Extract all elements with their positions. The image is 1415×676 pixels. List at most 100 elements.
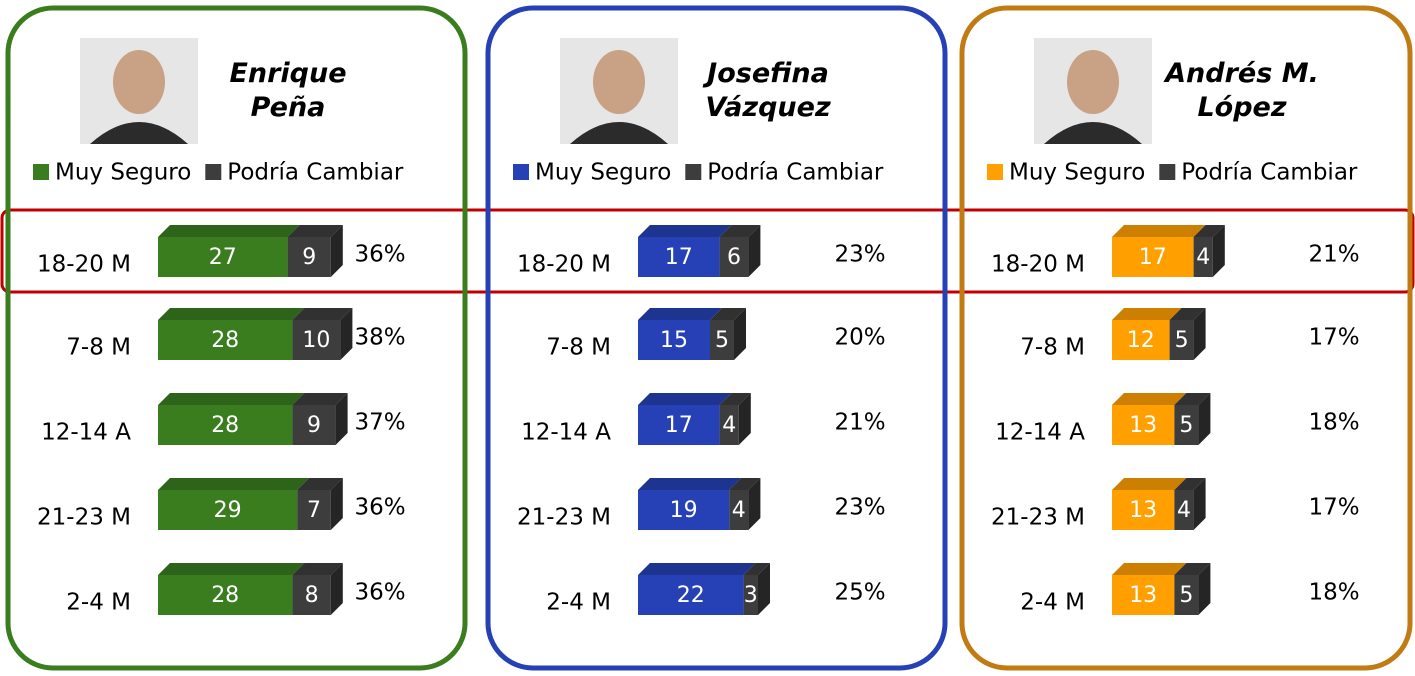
chart: EnriquePeña Muy Seguro Podría Cambiar 18-20…	[0, 0, 1415, 676]
data-label: 12	[1127, 328, 1155, 353]
candidate-name-line: Vázquez	[705, 92, 831, 123]
data-label: 7	[307, 498, 321, 523]
legend-swatch	[1159, 164, 1175, 180]
data-label: 10	[302, 328, 330, 353]
bar-top	[1112, 393, 1186, 405]
category-label: 7-8 M	[66, 335, 131, 361]
data-label: 5	[1179, 413, 1193, 438]
bar-top	[1112, 308, 1182, 320]
data-label: 17	[665, 413, 693, 438]
data-label: 22	[677, 583, 705, 608]
total-label: 38%	[354, 325, 405, 351]
total-label: 23%	[834, 495, 885, 521]
photo-head	[1067, 50, 1119, 114]
bar-top	[158, 393, 304, 405]
data-label: 6	[727, 245, 741, 270]
data-label: 17	[665, 245, 693, 270]
category-label: 2-4 M	[546, 590, 611, 616]
data-label: 4	[1177, 498, 1191, 523]
bar-top	[1112, 478, 1186, 490]
data-label: 28	[211, 413, 239, 438]
data-label: 13	[1129, 498, 1157, 523]
category-label: 21-23 M	[517, 505, 611, 531]
data-label: 5	[1179, 583, 1193, 608]
total-label: 18%	[1308, 410, 1359, 436]
data-label: 9	[307, 413, 321, 438]
category-label: 12-14 A	[995, 420, 1085, 446]
bar-top	[638, 563, 756, 575]
candidate-name-line: López	[1197, 92, 1286, 123]
data-label: 4	[722, 413, 736, 438]
bar-top	[158, 308, 304, 320]
data-label: 3	[744, 583, 758, 608]
total-label: 20%	[834, 325, 885, 351]
data-label: 29	[214, 498, 242, 523]
photo-head	[593, 50, 645, 114]
total-label: 21%	[1308, 242, 1359, 268]
candidate-name-line: Andrés M.	[1163, 58, 1319, 89]
total-label: 23%	[834, 242, 885, 268]
data-label: 27	[209, 245, 237, 270]
candidate-name-line: Enrique	[229, 58, 346, 89]
category-label: 18-20 M	[517, 252, 611, 278]
data-label: 9	[302, 245, 316, 270]
candidate-name-line: Peña	[251, 92, 326, 123]
photo-head	[113, 50, 165, 114]
bar-top	[158, 478, 309, 490]
data-label: 17	[1139, 245, 1167, 270]
legend-swatch	[987, 164, 1003, 180]
total-label: 36%	[354, 580, 405, 606]
legend-label: Podría Cambiar	[707, 160, 884, 186]
category-label: 21-23 M	[37, 505, 131, 531]
category-label: 7-8 M	[546, 335, 611, 361]
category-label: 2-4 M	[66, 590, 131, 616]
data-label: 13	[1129, 583, 1157, 608]
bar-top	[638, 478, 741, 490]
legend-swatch	[33, 164, 49, 180]
total-label: 36%	[354, 242, 405, 268]
total-label: 25%	[834, 580, 885, 606]
total-label: 21%	[834, 410, 885, 436]
data-label: 4	[732, 498, 746, 523]
total-label: 17%	[1308, 325, 1359, 351]
total-label: 37%	[354, 410, 405, 436]
bar-top	[1112, 563, 1186, 575]
data-label: 4	[1196, 245, 1210, 270]
data-label: 8	[305, 583, 319, 608]
legend-swatch	[205, 164, 221, 180]
candidate-name: Andrés M.López	[1163, 58, 1319, 123]
data-label: 15	[660, 328, 688, 353]
bar-top	[1112, 225, 1206, 237]
category-label: 2-4 M	[1020, 590, 1085, 616]
category-label: 12-14 A	[41, 420, 131, 446]
bar-top	[638, 393, 732, 405]
category-label: 18-20 M	[991, 252, 1085, 278]
data-label: 28	[211, 328, 239, 353]
category-label: 21-23 M	[991, 505, 1085, 531]
candidate-name: JosefinaVázquez	[702, 58, 831, 123]
category-label: 7-8 M	[1020, 335, 1085, 361]
candidate-name-line: Josefina	[702, 58, 829, 89]
data-label: 13	[1129, 413, 1157, 438]
legend-label: Podría Cambiar	[227, 160, 404, 186]
data-label: 5	[715, 328, 729, 353]
data-label: 19	[670, 498, 698, 523]
legend-label: Podría Cambiar	[1181, 160, 1358, 186]
category-label: 12-14 A	[521, 420, 611, 446]
bar-top	[638, 308, 722, 320]
legend-label: Muy Seguro	[55, 160, 191, 186]
legend-label: Muy Seguro	[535, 160, 671, 186]
candidate-name: EnriquePeña	[229, 58, 346, 123]
total-label: 18%	[1308, 580, 1359, 606]
category-label: 18-20 M	[37, 252, 131, 278]
data-label: 28	[211, 583, 239, 608]
legend-label: Muy Seguro	[1009, 160, 1145, 186]
bar-top	[158, 225, 300, 237]
bar-top	[638, 225, 732, 237]
data-label: 5	[1175, 328, 1189, 353]
bar-top	[158, 563, 304, 575]
legend-swatch	[685, 164, 701, 180]
total-label: 36%	[354, 495, 405, 521]
legend-swatch	[513, 164, 529, 180]
total-label: 17%	[1308, 495, 1359, 521]
